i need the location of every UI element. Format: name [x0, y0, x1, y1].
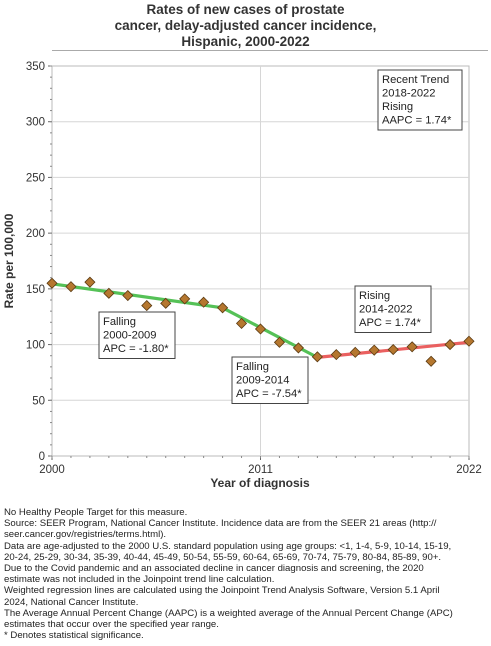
x-tick-label: 2011 [248, 464, 273, 476]
data-point [406, 341, 418, 353]
y-tick-label: 50 [32, 395, 45, 407]
annotation-text: APC = 1.74* [359, 317, 422, 329]
annotation-text: 2014-2022 [359, 304, 413, 316]
annotation-text: 2009-2014 [236, 375, 290, 387]
footnote-line: 2024, National Cancer Institute. [4, 596, 139, 608]
annotation-text: Falling [236, 361, 269, 373]
footnote-line: * Denotes statistical significance. [4, 630, 144, 642]
axes: 0 50 100 150 200 250 300 350 2000 2011 2022 [26, 61, 482, 476]
annotation-text: AAPC = 1.74* [382, 115, 452, 127]
annotation-text: Rising [359, 290, 390, 302]
data-point [160, 297, 172, 309]
data-point [179, 293, 191, 305]
y-tick-label: 250 [26, 172, 45, 184]
data-point [217, 302, 229, 314]
data-point [65, 281, 77, 293]
footnote-line: estimate was not included in the Joinpoi… [4, 574, 275, 586]
footnote-line: Source: SEER Program, National Cancer In… [4, 518, 437, 530]
x-tick-label: 2022 [456, 464, 482, 476]
annotation-text: 2000-2009 [103, 330, 157, 342]
annotation-box [231, 356, 309, 404]
chart-title-line-3: Hispanic, 2000-2022 [181, 34, 310, 49]
annotation-box [354, 285, 432, 333]
footnote-line: Data are age-adjusted to the 2000 U.S. s… [4, 540, 452, 552]
title-divider [52, 50, 488, 51]
footnote-line: Weighted regression lines are calculated… [4, 585, 440, 597]
y-tick-label: 0 [39, 451, 45, 463]
data-point [330, 349, 342, 361]
data-point [463, 335, 475, 347]
annotation-text: APC = -1.80* [103, 343, 169, 355]
y-tick-label: 150 [26, 284, 45, 296]
excluded-data-point [425, 355, 437, 367]
data-point [444, 339, 456, 351]
data-point [235, 317, 248, 329]
footnote-line: 20-24, 25-29, 30-34, 35-39, 40-44, 45-49… [4, 551, 442, 563]
y-tick-label: 200 [26, 228, 45, 240]
data-point [273, 336, 286, 348]
annotation-box [98, 311, 176, 359]
x-tick-label: 2000 [39, 464, 65, 476]
footnote-line: Due to the Covid pandemic and an associa… [4, 563, 424, 575]
trend-segment [50, 282, 225, 310]
data-point [141, 300, 153, 312]
data-points [46, 276, 475, 367]
y-tick-label: 300 [26, 117, 45, 129]
line-chart: 0 50 100 150 200 250 300 350 2000 2011 2022 Fallin… [2, 61, 482, 490]
data-point [198, 296, 210, 308]
data-point [46, 277, 58, 289]
data-point [387, 344, 399, 356]
annotation-text: 2018-2022 [382, 88, 436, 100]
data-point [368, 344, 380, 356]
footnote-line: No Healthy People Target for this measur… [4, 507, 188, 518]
annotation-text: Falling [103, 316, 136, 328]
y-tick-label: 100 [26, 340, 45, 352]
data-point [292, 342, 304, 354]
footnote-line: estimates that occur over the specified … [4, 619, 219, 631]
annotation-text: APC = -7.54* [236, 388, 302, 400]
data-point [122, 289, 134, 302]
y-tick-label: 350 [26, 61, 45, 73]
chart-title-line-1: Rates of new cases of prostate [146, 2, 345, 17]
data-point [349, 346, 361, 358]
data-point [84, 276, 96, 288]
chart-title: Rates of new cases of prostate cancer, d… [0, 0, 491, 50]
x-axis-label: Year of diagnosis [210, 476, 310, 490]
y-axis-label: Rate per 100,000 [2, 213, 16, 308]
data-point [103, 287, 115, 299]
data-point [254, 323, 267, 335]
annotation-text: Recent Trend [382, 74, 449, 86]
annotation-box [377, 69, 463, 131]
chart-title-line-2: cancer, delay-adjusted cancer incidence, [114, 18, 377, 33]
footnote-line: The Average Annual Percent Change (AAPC)… [4, 607, 453, 619]
footnote-line: seer.cancer.gov/registries/terms.html). [4, 529, 167, 541]
annotation-text: Rising [382, 101, 413, 113]
data-point [311, 351, 323, 363]
footnotes: No Healthy People Target for this measur… [4, 507, 488, 641]
